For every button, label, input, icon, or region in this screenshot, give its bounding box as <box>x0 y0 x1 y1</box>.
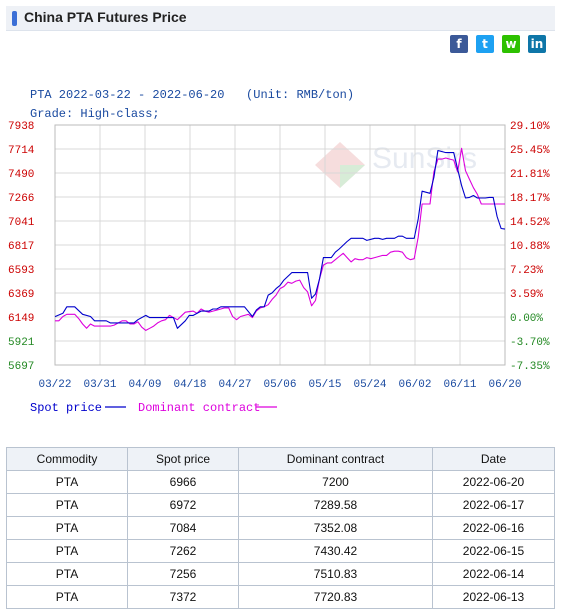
y-right-tick-label: -3.70% <box>510 337 550 349</box>
right-axis-ticks: 29.10% 25.45% 21.81% 18.17% 14.52% 10.88% 7.23… <box>510 121 550 373</box>
table-row: PTA 7256 7510.83 2022-06-14 <box>6 562 555 586</box>
series-line-spot <box>54 149 506 329</box>
facebook-icon[interactable]: f <box>450 35 468 53</box>
chart-grid <box>54 124 506 366</box>
y-left-tick-label: 6593 <box>8 265 34 277</box>
header-dominant-contract: Dominant contract <box>238 447 433 471</box>
y-left-tick-label: 7714 <box>8 145 35 157</box>
cell-spot-price: 7372 <box>127 585 239 609</box>
watermark-logo-accent <box>340 165 365 188</box>
cell-spot-price: 7084 <box>127 516 239 540</box>
table-header-row: Commodity Spot price Dominant contract D… <box>6 447 555 471</box>
x-tick-label: 04/18 <box>173 379 206 391</box>
chart-title: PTA 2022-03-22 - 2022-06-20 (Unit: RMB/t… <box>30 88 354 102</box>
y-left-tick-label: 5921 <box>8 337 35 349</box>
y-right-tick-label: 0.00% <box>510 313 543 325</box>
y-right-tick-label: 10.88% <box>510 241 550 253</box>
x-tick-label: 03/22 <box>38 379 71 391</box>
header-spot-price: Spot price <box>127 447 239 471</box>
cell-date: 2022-06-16 <box>432 516 555 540</box>
watermark-logo-icon <box>315 142 365 188</box>
x-tick-label: 03/31 <box>83 379 116 391</box>
cell-commodity: PTA <box>6 539 128 563</box>
cell-commodity: PTA <box>6 470 128 494</box>
y-left-tick-label: 7490 <box>8 169 34 181</box>
cell-dominant-contract: 7720.83 <box>238 585 433 609</box>
legend: Spot price Dominant contract <box>30 401 277 415</box>
x-tick-label: 04/09 <box>128 379 161 391</box>
series-lines <box>54 147 506 331</box>
cell-date: 2022-06-20 <box>432 470 555 494</box>
cell-date: 2022-06-17 <box>432 493 555 517</box>
watermark-text: SunSirs <box>372 142 477 175</box>
header-date: Date <box>432 447 555 471</box>
y-left-tick-label: 6817 <box>8 241 34 253</box>
x-axis-ticks: 03/22 03/31 04/09 04/18 04/27 05/06 05/15 05/24… <box>38 379 521 391</box>
table-row: PTA 7372 7720.83 2022-06-13 <box>6 585 555 609</box>
cell-dominant-contract: 7200 <box>238 470 433 494</box>
cell-spot-price: 6972 <box>127 493 239 517</box>
y-left-tick-label: 7041 <box>8 217 35 229</box>
x-tick-label: 06/11 <box>443 379 476 391</box>
y-right-tick-label: 21.81% <box>510 169 550 181</box>
x-tick-label: 05/06 <box>263 379 296 391</box>
cell-spot-price: 6966 <box>127 470 239 494</box>
y-right-tick-label: -7.35% <box>510 361 550 373</box>
twitter-icon[interactable]: t <box>476 35 494 53</box>
y-left-tick-label: 7938 <box>8 121 34 133</box>
cell-date: 2022-06-15 <box>432 539 555 563</box>
linkedin-icon[interactable]: in <box>528 35 546 53</box>
cell-commodity: PTA <box>6 562 128 586</box>
y-right-tick-label: 29.10% <box>510 121 550 133</box>
x-tick-label: 05/15 <box>308 379 341 391</box>
table-row: PTA 7084 7352.08 2022-06-16 <box>6 516 555 540</box>
cell-spot-price: 7262 <box>127 539 239 563</box>
table-row: PTA 6966 7200 2022-06-20 <box>6 470 555 494</box>
table-row: PTA 7262 7430.42 2022-06-15 <box>6 539 555 563</box>
y-right-tick-label: 7.23% <box>510 265 543 277</box>
x-tick-label: 05/24 <box>353 379 386 391</box>
page-header: China PTA Futures Price <box>6 6 555 31</box>
x-tick-label: 04/27 <box>218 379 251 391</box>
legend-dominant-label: Dominant contract <box>138 401 260 415</box>
chart-subtitle: Grade: High-class; <box>30 107 160 121</box>
y-right-tick-label: 18.17% <box>510 193 550 205</box>
x-tick-label: 06/20 <box>488 379 521 391</box>
price-chart: SunSirs PTA 2022-03-22 - 2022-06-20 (Uni… <box>8 88 550 415</box>
price-table: Commodity Spot price Dominant contract D… <box>6 447 555 609</box>
y-right-tick-label: 25.45% <box>510 145 550 157</box>
plot-frame <box>54 124 506 366</box>
y-right-tick-label: 3.59% <box>510 289 543 301</box>
y-right-tick-label: 14.52% <box>510 217 550 229</box>
cell-dominant-contract: 7430.42 <box>238 539 433 563</box>
cell-commodity: PTA <box>6 585 128 609</box>
y-left-tick-label: 5697 <box>8 361 34 373</box>
title-accent-bar <box>12 11 17 26</box>
y-left-tick-label: 7266 <box>8 193 34 205</box>
y-left-tick-label: 6369 <box>8 289 34 301</box>
cell-date: 2022-06-13 <box>432 585 555 609</box>
x-tick-label: 06/02 <box>398 379 431 391</box>
legend-spot-label: Spot price <box>30 401 102 415</box>
page-title: China PTA Futures Price <box>24 9 187 25</box>
left-axis-ticks: 7938 7714 7490 7266 7041 6817 6593 6369 6149 5921… <box>8 121 35 373</box>
cell-date: 2022-06-14 <box>432 562 555 586</box>
header-commodity: Commodity <box>6 447 128 471</box>
wechat-icon[interactable]: w <box>502 35 520 53</box>
cell-spot-price: 7256 <box>127 562 239 586</box>
cell-dominant-contract: 7352.08 <box>238 516 433 540</box>
cell-dominant-contract: 7289.58 <box>238 493 433 517</box>
cell-dominant-contract: 7510.83 <box>238 562 433 586</box>
cell-commodity: PTA <box>6 516 128 540</box>
y-left-tick-label: 6149 <box>8 313 34 325</box>
table-row: PTA 6972 7289.58 2022-06-17 <box>6 493 555 517</box>
cell-commodity: PTA <box>6 493 128 517</box>
